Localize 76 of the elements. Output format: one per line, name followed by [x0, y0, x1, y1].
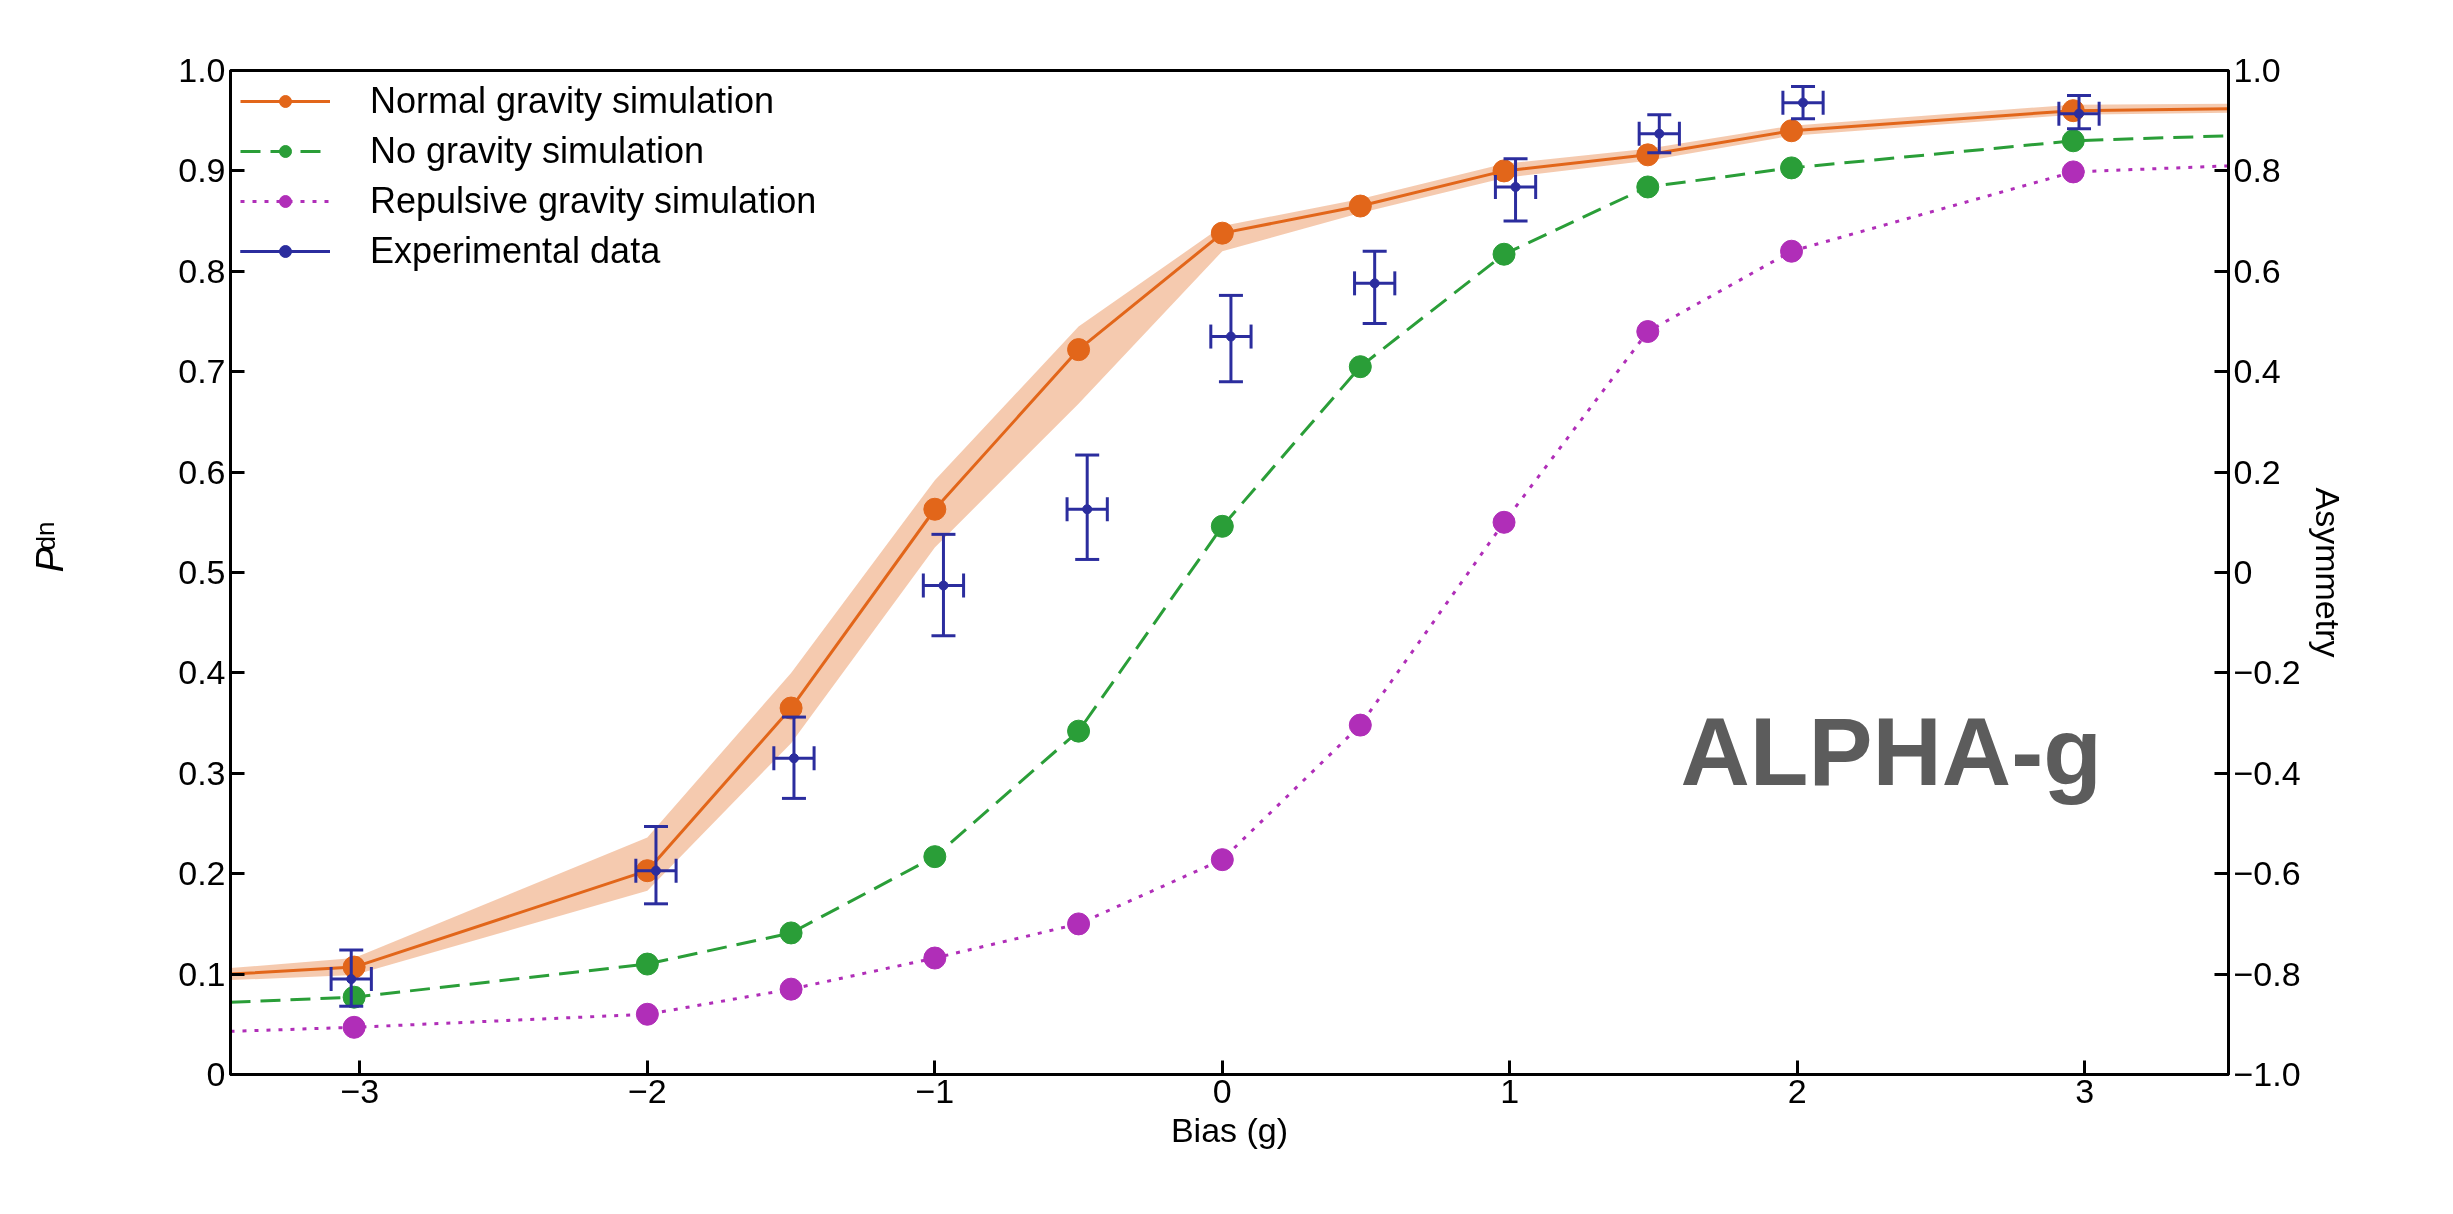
point — [1636, 175, 1660, 199]
point — [1348, 355, 1372, 379]
y-tick-label: 0.4 — [178, 653, 226, 692]
point — [650, 865, 661, 876]
point — [923, 845, 947, 869]
y2-tick-label: 0.8 — [2233, 151, 2281, 190]
point — [1082, 504, 1093, 515]
point — [346, 974, 357, 985]
x-tick-label: 0 — [1212, 1071, 1232, 1110]
point — [1780, 119, 1804, 143]
point — [2061, 160, 2085, 184]
point — [635, 1002, 659, 1026]
legend-label: Experimental data — [370, 230, 661, 272]
point — [1492, 510, 1516, 534]
y-tick-label: 0.7 — [178, 352, 226, 391]
point — [938, 580, 949, 591]
y2-tick-label: −0.4 — [2233, 753, 2301, 792]
point — [1210, 221, 1234, 245]
y2-tick-label: 0.6 — [2233, 251, 2281, 290]
point — [1492, 159, 1516, 183]
y-tick-label: 0.5 — [178, 553, 226, 591]
y2-tick-label: −0.2 — [2233, 653, 2301, 692]
point — [1348, 194, 1372, 218]
point — [1348, 713, 1372, 737]
y2-tick-label: −0.8 — [2233, 954, 2301, 993]
y-axis-title: Pdn — [28, 521, 71, 573]
x-tick-label: 3 — [2075, 1071, 2095, 1110]
point — [1067, 338, 1091, 362]
point — [2061, 129, 2085, 153]
x-tick-label: 1 — [1500, 1071, 1520, 1110]
point — [788, 753, 799, 764]
y-tick-label: 0.9 — [178, 151, 226, 190]
point — [779, 977, 803, 1001]
y2-tick-label: 0.2 — [2233, 452, 2281, 491]
y2-tick-label: −0.6 — [2233, 854, 2301, 893]
y2-tick-label: 0 — [2233, 553, 2253, 591]
point — [2074, 108, 2085, 119]
x-axis-title: Bias (g) — [1170, 1110, 1289, 1149]
point — [342, 1015, 366, 1039]
x-tick-label: −2 — [627, 1071, 667, 1110]
point — [779, 921, 803, 945]
y-tick-label: 0.1 — [178, 954, 226, 993]
y2-tick-label: 1.0 — [2233, 51, 2281, 89]
legend-label: Repulsive gravity simulation — [370, 180, 817, 222]
x-tick-label: −3 — [340, 1071, 380, 1110]
point — [1654, 128, 1665, 139]
point — [1067, 719, 1091, 743]
point — [1210, 848, 1234, 872]
point — [1225, 331, 1236, 342]
point — [1636, 320, 1660, 344]
y2-axis-title: Asymmetry — [2308, 487, 2347, 658]
point — [1798, 97, 1809, 108]
y-tick-label: 0.3 — [178, 753, 226, 792]
point — [923, 946, 947, 970]
point — [1510, 181, 1521, 192]
point — [1636, 143, 1660, 167]
legend-label: Normal gravity simulation — [370, 80, 775, 122]
y-tick-label: 0.2 — [178, 854, 226, 893]
y-tick-label: 1.0 — [178, 51, 226, 89]
point — [1780, 239, 1804, 263]
point — [1067, 912, 1091, 936]
point — [923, 497, 947, 521]
legend-label: No gravity simulation — [370, 130, 705, 172]
annotation: ALPHA-g — [1680, 697, 2102, 805]
x-tick-label: −1 — [915, 1071, 955, 1110]
y2-tick-label: 0.4 — [2233, 352, 2281, 391]
y-tick-label: 0.6 — [178, 452, 226, 491]
point — [1210, 514, 1234, 538]
point — [779, 696, 803, 720]
point — [1492, 242, 1516, 266]
point — [1780, 156, 1804, 180]
y-tick-label: 0.8 — [178, 251, 226, 290]
point — [635, 952, 659, 976]
point — [1369, 278, 1380, 289]
y2-tick-label: −1.0 — [2233, 1055, 2301, 1093]
x-tick-label: 2 — [1787, 1071, 1807, 1110]
